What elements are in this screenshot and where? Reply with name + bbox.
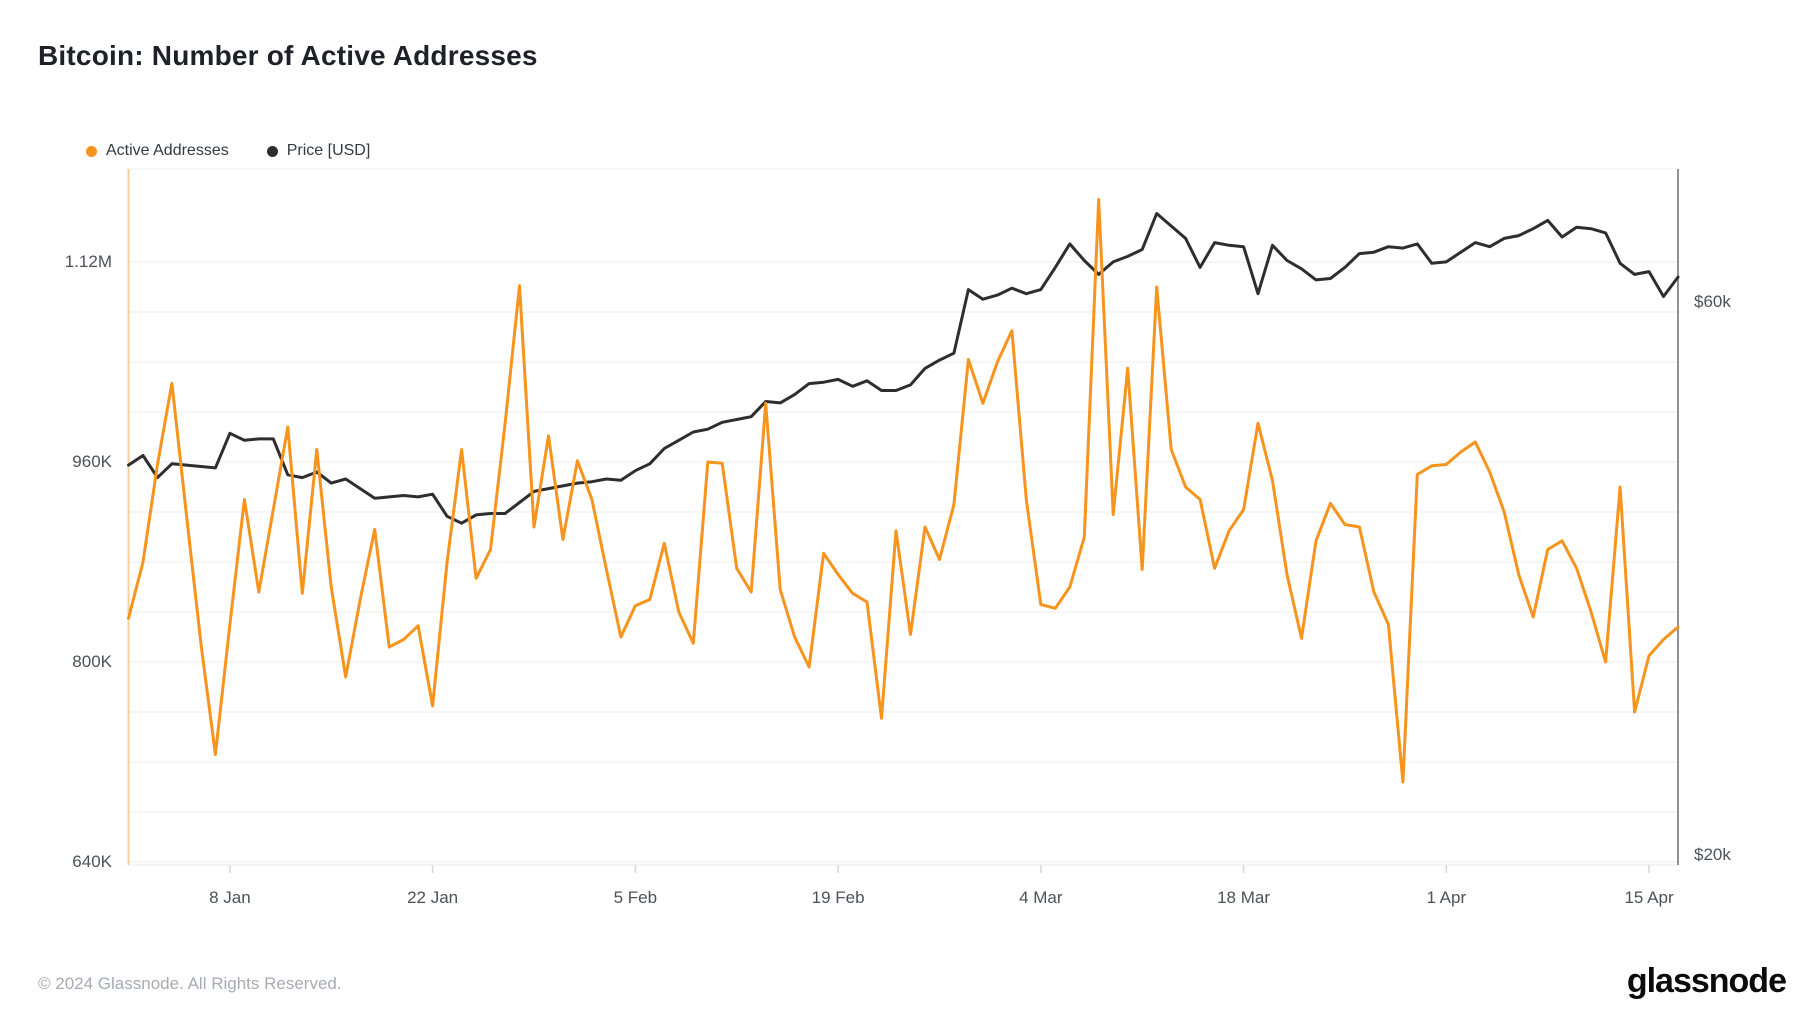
y-axis-label-left: 1.12M — [64, 252, 112, 271]
x-axis-label: 1 Apr — [1426, 888, 1467, 907]
legend-item-price-usd[interactable]: Price [USD] — [266, 142, 371, 160]
y-axis-label-left: 960K — [72, 452, 112, 471]
x-axis-label: 18 Mar — [1217, 888, 1271, 907]
legend-item-active-addresses[interactable]: Active Addresses — [86, 142, 229, 160]
legend-label: Price [USD] — [286, 142, 371, 159]
x-axis-label: 19 Feb — [811, 888, 865, 907]
y-axis-label-right: $20k — [1694, 845, 1731, 864]
x-axis-label: 8 Jan — [209, 888, 251, 907]
y-axis-label-left: 800K — [72, 652, 112, 671]
chart-legend: Active Addresses Price [USD] — [86, 142, 370, 160]
price-line — [127, 212, 1680, 525]
x-axis-label: 22 Jan — [407, 888, 459, 907]
copyright-text: © 2024 Glassnode. All Rights Reserved. — [38, 974, 342, 993]
glassnode-logo[interactable]: glassnode — [1626, 962, 1787, 1000]
page-title: Bitcoin: Number of Active Addresses — [38, 40, 538, 71]
x-axis-label: 5 Feb — [613, 888, 658, 907]
legend-dot-icon — [266, 145, 278, 157]
x-axis-label: 4 Mar — [1019, 888, 1063, 907]
legend-dot-icon — [86, 145, 97, 157]
y-axis-label-left: 640K — [72, 852, 112, 871]
y-axis-label-right: $60k — [1694, 292, 1731, 311]
legend-label: Active Addresses — [106, 142, 229, 159]
x-axis-label: 15 Apr — [1624, 888, 1674, 907]
active-addresses-line — [127, 198, 1680, 784]
